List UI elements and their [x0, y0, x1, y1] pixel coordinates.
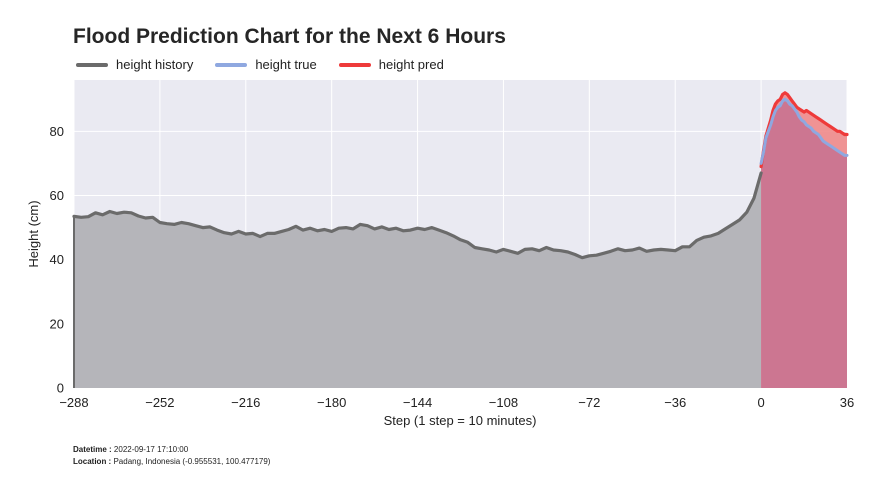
y-tick-label: 20 [50, 316, 64, 331]
datetime-value: 2022-09-17 17:10:00 [113, 445, 189, 454]
y-tick-label: 80 [50, 124, 64, 139]
datetime-label: Datetime : [73, 445, 112, 454]
series-line-pred [759, 91, 849, 169]
legend-label-history: height history [116, 57, 194, 72]
chart-title: Flood Prediction Chart for the Next 6 Ho… [73, 25, 506, 48]
location-value: Padang, Indonesia (-0.955531, 100.477179… [113, 457, 271, 466]
series-lines [72, 91, 849, 260]
true-fill [761, 99, 847, 389]
legend-swatch-pred [338, 62, 371, 67]
series-fills [73, 92, 847, 389]
series-line-true [759, 97, 849, 165]
history-fill [74, 173, 762, 388]
chart-footer: Datetime : 2022-09-17 17:10:00 Location … [73, 444, 270, 468]
x-tick-label: −144 [403, 395, 432, 410]
footer-location: Location : Padang, Indonesia (-0.955531,… [73, 456, 270, 468]
legend-item-pred: height pred [338, 57, 444, 72]
legend-label-pred: height pred [378, 57, 444, 72]
legend-swatch-true [215, 62, 248, 67]
x-tick-label: −180 [317, 395, 346, 410]
y-tick-label: 40 [50, 252, 64, 267]
x-tick-label: −72 [578, 395, 600, 410]
location-label: Location : [73, 457, 112, 466]
legend-label-true: height true [255, 57, 317, 72]
y-tick-label: 0 [57, 381, 64, 396]
legend-swatch-history [76, 62, 108, 67]
x-tick-label: −288 [59, 395, 88, 410]
x-tick-label: −108 [489, 395, 518, 410]
x-tick-label: 0 [757, 395, 764, 410]
x-axis-label: Step (1 step = 10 minutes) [384, 413, 537, 428]
x-tick-labels: −288 −252 −216 −180 −144 −108 −72 −36 0 36 [59, 395, 854, 410]
legend-item-history: height history [76, 57, 193, 72]
y-axis-label: Height (cm) [26, 200, 41, 267]
chart-legend: height history height true height pred [76, 57, 444, 72]
x-tick-label: −36 [664, 395, 686, 410]
legend-item-true: height true [215, 57, 317, 72]
series-line-history [72, 171, 763, 260]
y-tick-labels: 0 20 40 60 80 [50, 124, 64, 396]
x-tick-label: −252 [145, 395, 174, 410]
x-tick-label: 36 [840, 395, 854, 410]
y-tick-label: 60 [50, 188, 64, 203]
x-tick-label: −216 [231, 395, 260, 410]
footer-datetime: Datetime : 2022-09-17 17:10:00 [73, 444, 270, 456]
